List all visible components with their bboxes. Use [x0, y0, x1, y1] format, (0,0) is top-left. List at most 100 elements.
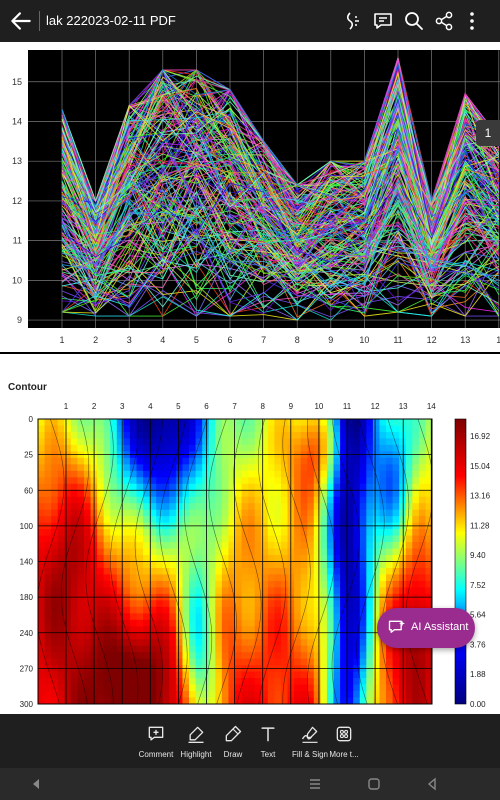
heatmap-cell [241, 548, 249, 556]
page-number-badge[interactable]: 1 [476, 120, 500, 146]
heatmap-cell [162, 457, 170, 465]
read-aloud-icon[interactable] [341, 9, 365, 33]
fill-sign-tool[interactable]: Fill & Sign [282, 714, 338, 768]
heatmap-cell [379, 587, 387, 595]
heatmap-cell [294, 580, 302, 589]
heatmap-cell [169, 567, 177, 576]
heatmap-cell [267, 626, 275, 634]
heatmap-cell [44, 619, 52, 627]
heatmap-cell [366, 626, 374, 634]
heatmap-cell [340, 600, 348, 608]
heatmap-cell [425, 470, 432, 478]
heatmap-cell [70, 509, 78, 517]
heatmap-cell [215, 431, 223, 440]
heatmap-cell [123, 483, 131, 491]
heatmap-cell [425, 542, 432, 550]
share-icon[interactable] [432, 9, 456, 33]
heatmap-cell [215, 678, 223, 686]
heatmap-cell [267, 419, 275, 427]
heatmap-cell [326, 691, 335, 699]
heatmap-cell [129, 645, 138, 653]
heatmap-cell [346, 606, 354, 614]
heatmap-cell [320, 542, 328, 550]
x-tick-label: 12 [371, 402, 380, 411]
heatmap-cell [208, 613, 216, 621]
heatmap-cell [346, 516, 354, 524]
heatmap-cell [97, 658, 105, 666]
pdf-page[interactable]: 9 10 11 12 13 14 15 1 2 3 4 5 6 7 8 9 10 11 12 13 1 1 Contou… [0, 42, 500, 714]
heatmap-cell [103, 632, 111, 640]
draw-tool[interactable]: Draw [205, 714, 261, 768]
heatmap-cell [320, 580, 328, 589]
nav-menu-icon[interactable] [307, 776, 323, 792]
heatmap-cell [77, 503, 85, 511]
heatmap-cell [129, 444, 138, 452]
heatmap-cell [149, 619, 157, 627]
more-vertical-icon[interactable] [460, 9, 484, 33]
heatmap-cell [215, 425, 223, 433]
heatmap-cell [162, 490, 170, 498]
back-arrow-icon[interactable] [8, 8, 34, 34]
heatmap-cell [379, 477, 387, 485]
heatmap-cell [418, 561, 427, 569]
heatmap-cell [241, 639, 249, 647]
heatmap-cell [241, 600, 249, 608]
heatmap-cell [379, 580, 387, 589]
heatmap-cell [280, 658, 289, 666]
heatmap-cell [97, 684, 105, 692]
heatmap-cell [267, 535, 275, 543]
comment-icon[interactable] [371, 9, 395, 33]
heatmap-cell [182, 490, 190, 498]
comment-tool[interactable]: Comment [128, 714, 184, 768]
heatmap-cell [77, 542, 85, 550]
nav-home-icon[interactable] [366, 776, 382, 792]
heatmap-cell [340, 438, 348, 446]
ai-assistant-button[interactable]: AI Assistant [377, 608, 475, 648]
heatmap-cell [313, 457, 321, 465]
heatmap-cell [379, 652, 387, 660]
heatmap-cell [294, 587, 302, 595]
heatmap-cell [129, 535, 138, 543]
nav-recent-icon[interactable] [424, 776, 440, 792]
heatmap-cell [366, 697, 374, 704]
heatmap-cell [77, 697, 85, 704]
heatmap-cell [280, 652, 289, 660]
heatmap-cell [83, 457, 92, 465]
heatmap-cell [235, 606, 243, 614]
heatmap-cell [340, 606, 348, 614]
heatmap-cell [241, 444, 249, 452]
heatmap-cell [70, 444, 78, 452]
heatmap-cell [261, 496, 269, 504]
highlight-tool[interactable]: Highlight [168, 714, 224, 768]
heatmap-cell [44, 697, 52, 704]
heatmap-cell [97, 606, 105, 614]
heatmap-cell [129, 561, 138, 569]
heatmap-cell [294, 470, 302, 478]
heatmap-cell [372, 457, 381, 465]
more-tools[interactable]: More t... [316, 714, 372, 768]
search-icon[interactable] [402, 9, 426, 33]
heatmap-cell [359, 503, 367, 511]
heatmap-cell [57, 691, 65, 699]
heatmap-cell [320, 678, 328, 686]
heatmap-cell [103, 574, 111, 582]
heatmap-cell [241, 516, 249, 524]
heatmap-cell [372, 574, 381, 582]
heatmap-cell [83, 600, 92, 608]
heatmap-cell [189, 606, 197, 614]
text-tool[interactable]: Text [240, 714, 296, 768]
heatmap-cell [280, 542, 289, 550]
heatmap-cell [326, 697, 335, 704]
heatmap-cell [379, 600, 387, 608]
heatmap-cell [267, 438, 275, 446]
heatmap-cell [340, 574, 348, 582]
heatmap-cell [412, 658, 420, 666]
heatmap-cell [307, 516, 315, 524]
heatmap-cell [116, 509, 124, 517]
nav-back-icon[interactable] [28, 776, 44, 792]
heatmap-cell [136, 567, 144, 576]
heatmap-cell [241, 503, 249, 511]
heatmap-cell [267, 691, 275, 699]
heatmap-cell [254, 483, 262, 491]
heatmap-cell [189, 684, 197, 692]
